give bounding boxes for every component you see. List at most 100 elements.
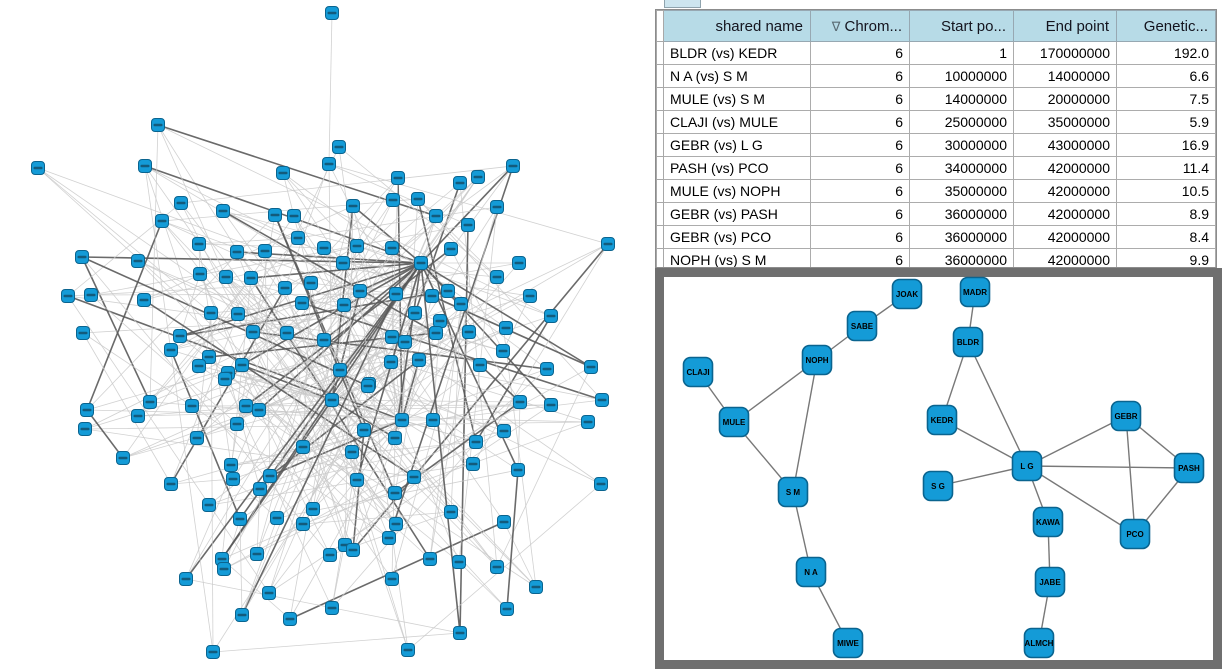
overview-network-canvas[interactable]	[0, 0, 652, 669]
network-node[interactable]	[317, 241, 331, 255]
network-view-overview[interactable]	[0, 0, 652, 669]
network-node[interactable]	[385, 241, 399, 255]
network-node-gebr[interactable]: GEBR	[1110, 400, 1142, 432]
network-node[interactable]	[323, 548, 337, 562]
table-row[interactable]: NOPH (vs) S M 6 36000000 42000000 9.9	[656, 248, 1216, 267]
table-cell[interactable]: 6	[810, 179, 910, 203]
network-node[interactable]	[361, 379, 375, 393]
column-header-genetic[interactable]: Genetic...	[1116, 10, 1216, 42]
network-node[interactable]	[594, 477, 608, 491]
table-row[interactable]: GEBR (vs) PASH 6 36000000 42000000 8.9	[656, 202, 1216, 226]
network-node[interactable]	[230, 417, 244, 431]
table-cell[interactable]: 8.9	[1116, 202, 1216, 226]
network-node[interactable]	[78, 422, 92, 436]
network-node[interactable]	[466, 457, 480, 471]
table-row[interactable]: PASH (vs) PCO 6 34000000 42000000 11.4	[656, 156, 1216, 180]
network-node-mule[interactable]: MULE	[718, 406, 750, 438]
network-node[interactable]	[217, 562, 231, 576]
network-node[interactable]	[76, 326, 90, 340]
network-node[interactable]	[280, 326, 294, 340]
table-cell[interactable]: 6	[810, 41, 910, 65]
network-node[interactable]	[116, 451, 130, 465]
network-node[interactable]	[500, 602, 514, 616]
network-node[interactable]	[263, 469, 277, 483]
network-node[interactable]	[325, 6, 339, 20]
network-node[interactable]	[253, 482, 267, 496]
network-node[interactable]	[216, 204, 230, 218]
column-header-shared-name[interactable]: shared name	[663, 10, 811, 42]
network-node-sg[interactable]: S G	[922, 470, 954, 502]
network-node[interactable]	[395, 413, 409, 427]
table-cell[interactable]: 6	[810, 248, 910, 267]
network-node[interactable]	[151, 118, 165, 132]
network-node-kedr[interactable]: KEDR	[926, 404, 958, 436]
network-node[interactable]	[179, 572, 193, 586]
panel-tab-fragment[interactable]	[664, 0, 701, 8]
network-node[interactable]	[512, 256, 526, 270]
table-cell[interactable]: 10000000	[909, 64, 1014, 88]
network-node[interactable]	[386, 193, 400, 207]
table-cell[interactable]: 14000000	[1013, 64, 1117, 88]
table-cell[interactable]: 35000000	[909, 179, 1014, 203]
table-cell[interactable]: 9.9	[1116, 248, 1216, 267]
network-node[interactable]	[523, 289, 537, 303]
table-row[interactable]: BLDR (vs) KEDR 6 1 170000000 192.0	[656, 41, 1216, 65]
network-node-bldr[interactable]: BLDR	[952, 326, 984, 358]
network-edge-LG-PASH[interactable]	[1026, 465, 1190, 469]
network-node[interactable]	[411, 192, 425, 206]
network-node[interactable]	[192, 237, 206, 251]
network-node[interactable]	[423, 552, 437, 566]
network-node[interactable]	[239, 399, 253, 413]
network-node[interactable]	[595, 393, 609, 407]
network-node[interactable]	[138, 159, 152, 173]
network-node-pash[interactable]: PASH	[1173, 452, 1205, 484]
table-cell[interactable]: 42000000	[1013, 156, 1117, 180]
table-row[interactable]: CLAJI (vs) MULE 6 25000000 35000000 5.9	[656, 110, 1216, 134]
table-cell[interactable]: 14000000	[909, 87, 1014, 111]
network-node[interactable]	[276, 166, 290, 180]
network-node[interactable]	[231, 307, 245, 321]
network-node-kawa[interactable]: KAWA	[1032, 506, 1064, 538]
network-node[interactable]	[429, 326, 443, 340]
network-node-pco[interactable]: PCO	[1119, 518, 1151, 550]
network-node[interactable]	[601, 237, 615, 251]
network-node[interactable]	[258, 244, 272, 258]
network-node[interactable]	[350, 473, 364, 487]
network-node[interactable]	[84, 288, 98, 302]
network-node[interactable]	[262, 586, 276, 600]
network-node[interactable]	[385, 572, 399, 586]
table-cell[interactable]: 36000000	[909, 202, 1014, 226]
network-node[interactable]	[325, 601, 339, 615]
network-node[interactable]	[295, 296, 309, 310]
network-edge-NOPH-SM[interactable]	[792, 359, 818, 493]
network-node[interactable]	[426, 413, 440, 427]
network-node[interactable]	[473, 358, 487, 372]
network-node[interactable]	[412, 353, 426, 367]
network-node[interactable]	[497, 424, 511, 438]
table-cell[interactable]: GEBR (vs) L G	[663, 133, 811, 157]
network-edge-LG-PCO[interactable]	[1026, 465, 1136, 535]
network-node[interactable]	[506, 159, 520, 173]
table-cell[interactable]: 30000000	[909, 133, 1014, 157]
network-node[interactable]	[143, 395, 157, 409]
network-node[interactable]	[192, 359, 206, 373]
network-node[interactable]	[490, 200, 504, 214]
network-node[interactable]	[499, 321, 513, 335]
network-node[interactable]	[490, 270, 504, 284]
network-node-almch[interactable]: ALMCH	[1023, 627, 1055, 659]
network-node[interactable]	[337, 298, 351, 312]
network-node[interactable]	[382, 531, 396, 545]
detail-network-canvas[interactable]: JOAK SABE NOPH CLAJI MULE S M N A MIWE MADR BLDR K…	[655, 268, 1222, 669]
table-cell[interactable]: 11.4	[1116, 156, 1216, 180]
network-node[interactable]	[131, 409, 145, 423]
network-node[interactable]	[235, 358, 249, 372]
network-node[interactable]	[544, 398, 558, 412]
network-node[interactable]	[414, 256, 428, 270]
network-node[interactable]	[268, 208, 282, 222]
table-cell[interactable]: 16.9	[1116, 133, 1216, 157]
network-node[interactable]	[137, 293, 151, 307]
table-cell[interactable]: 20000000	[1013, 87, 1117, 111]
network-node[interactable]	[513, 395, 527, 409]
network-node[interactable]	[202, 350, 216, 364]
table-cell[interactable]: 6	[810, 87, 910, 111]
